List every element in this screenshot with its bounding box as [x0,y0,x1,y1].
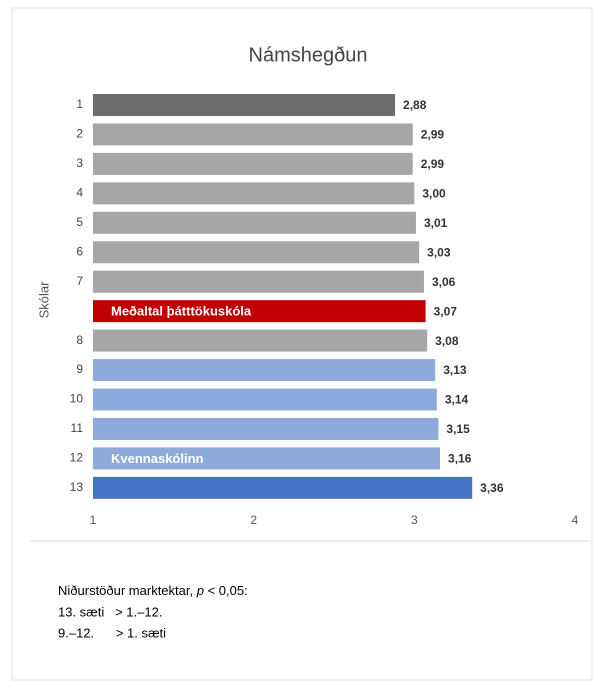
note: 9.–12. > 1. sæti [58,625,166,640]
y-axis-label: Skólar [36,281,51,319]
value-label: 3,07 [434,304,458,318]
bar [93,182,415,205]
y-tick-label: 13 [70,480,84,494]
x-tick-label: 4 [572,513,579,527]
bar-label: Kvennaskólinn [111,451,204,466]
bar [93,447,441,470]
value-label: 3,03 [427,245,451,259]
value-label: 3,06 [432,275,456,289]
bar [93,300,426,323]
bar [93,211,416,234]
value-label: 2,99 [421,128,445,142]
bar [93,476,473,499]
y-tick-label: 7 [76,274,83,288]
footnote-part: p [196,583,204,598]
note: 13. sæti > 1.–12. [58,604,162,619]
bar [93,241,420,264]
value-label: 3,01 [424,216,448,230]
footnote: Niðurstöður marktektar, p < 0,05: [58,583,248,598]
x-tick-label: 1 [90,513,97,527]
y-tick-label: 5 [76,215,83,229]
value-label: 3,15 [446,422,470,436]
value-label: 2,99 [421,157,445,171]
y-tick-label: 9 [76,362,83,376]
value-label: 3,13 [443,363,467,377]
y-tick-label: 11 [71,421,84,435]
bar [93,94,396,116]
bar [93,123,413,146]
value-label: 3,16 [448,452,472,466]
y-tick-label: 8 [76,333,83,347]
y-tick-label: 4 [76,186,83,200]
footnote-part: Niðurstöður marktektar, [58,583,197,598]
bar [93,270,424,293]
value-label: 2,88 [403,98,427,112]
value-label: 3,08 [435,334,459,348]
value-label: 3,14 [445,393,469,407]
bar [93,152,413,175]
y-tick-label: 10 [70,392,84,406]
y-tick-label: 6 [76,244,83,258]
x-tick-label: 2 [250,513,257,527]
bar [93,388,437,411]
chart-title: Námshegðun [249,44,368,66]
y-tick-label: 12 [70,451,84,465]
value-label: 3,36 [480,481,504,495]
bar [93,359,436,382]
x-tick-label: 3 [411,513,418,527]
bar [93,417,439,440]
footnote-part: < 0,05: [204,583,248,598]
y-tick-label: 3 [76,156,83,170]
y-tick-label: 1 [76,97,83,111]
bar-label: Meðaltal þátttökuskóla [111,304,252,319]
value-label: 3,00 [422,187,446,201]
bar [93,329,428,352]
y-tick-label: 2 [76,127,83,141]
